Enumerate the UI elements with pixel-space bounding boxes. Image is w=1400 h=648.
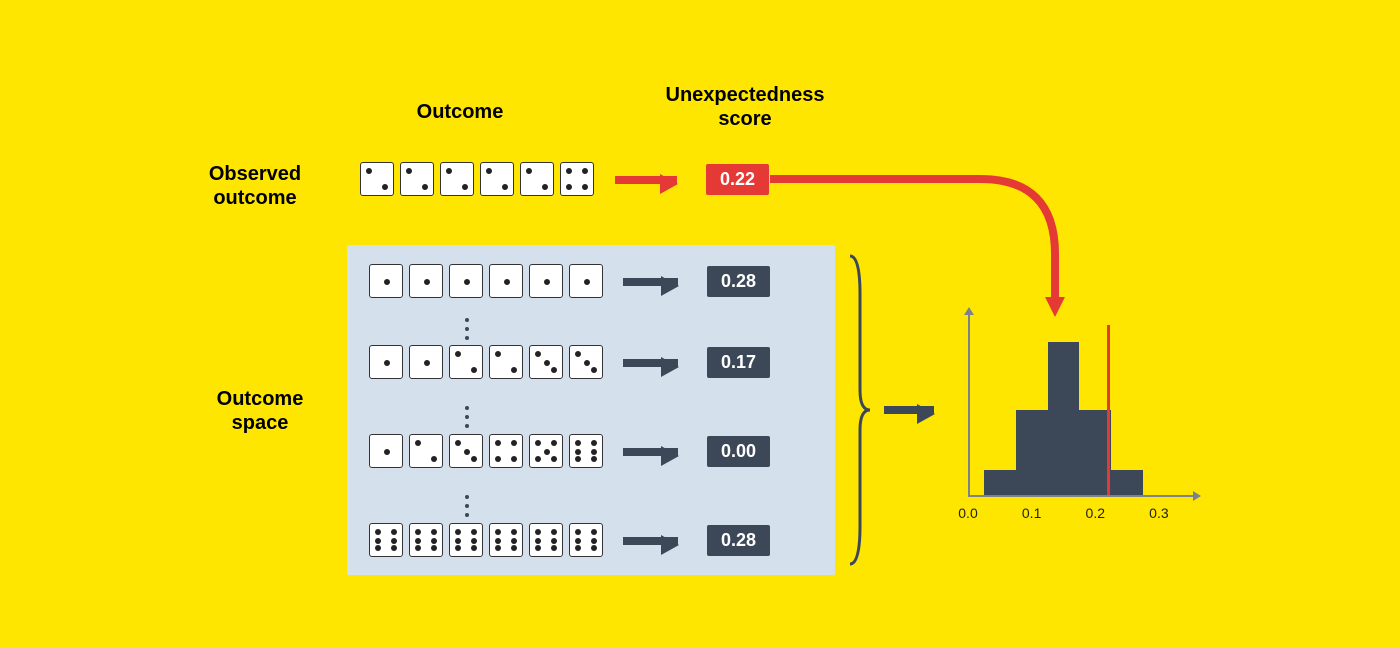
arrow-row-to-score (623, 278, 678, 286)
space-text-1: Outcome (217, 388, 304, 410)
die-1 (409, 345, 443, 379)
die-3 (569, 345, 603, 379)
die-2 (489, 345, 523, 379)
histogram-bar (1016, 410, 1048, 495)
histogram-bar (984, 470, 1016, 496)
space-text-2: space (232, 412, 289, 434)
die-1 (529, 264, 563, 298)
outcome-space-dice-row (369, 523, 603, 557)
die-6 (449, 523, 483, 557)
arrow-row-to-score (623, 359, 678, 367)
vertical-ellipsis-icon (465, 495, 469, 517)
arrow-space-to-histogram (884, 406, 934, 414)
observed-score: 0.22 (706, 164, 769, 195)
unexpectedness-text-2: score (718, 108, 771, 130)
die-6 (569, 434, 603, 468)
histogram-x-tick: 0.0 (958, 505, 977, 521)
die-2 (409, 434, 443, 468)
die-6 (569, 523, 603, 557)
observed-dice-row (360, 162, 594, 196)
die-2 (449, 345, 483, 379)
die-2 (360, 162, 394, 196)
outcome-space-dice-row (369, 345, 603, 379)
die-1 (449, 264, 483, 298)
arrow-row-to-score (623, 448, 678, 456)
die-3 (449, 434, 483, 468)
die-4 (489, 434, 523, 468)
die-1 (369, 264, 403, 298)
observed-marker-line (1107, 325, 1110, 495)
observed-text-2: outcome (213, 187, 296, 209)
histogram-x-axis (968, 495, 1193, 497)
die-1 (569, 264, 603, 298)
histogram-y-axis (968, 315, 970, 495)
die-2 (400, 162, 434, 196)
die-1 (369, 434, 403, 468)
histogram-bar (1048, 342, 1080, 495)
outcome-space-score: 0.28 (707, 266, 770, 297)
vertical-ellipsis-icon (465, 406, 469, 428)
die-6 (529, 523, 563, 557)
arrow-row-to-score (623, 537, 678, 545)
observed-text-1: Observed (209, 163, 301, 185)
histogram-x-tick: 0.2 (1086, 505, 1105, 521)
die-1 (369, 345, 403, 379)
brace-icon (848, 254, 870, 566)
outcome-header: Outcome (370, 100, 550, 124)
unexpectedness-text-1: Unexpectedness (666, 84, 825, 106)
histogram-x-tick: 0.3 (1149, 505, 1168, 521)
die-3 (529, 345, 563, 379)
outcome-space-dice-row (369, 434, 603, 468)
outcome-space-score: 0.00 (707, 436, 770, 467)
outcome-space-score: 0.28 (707, 525, 770, 556)
histogram: 0.00.10.20.3 (950, 315, 1198, 515)
die-5 (529, 434, 563, 468)
die-2 (480, 162, 514, 196)
die-2 (440, 162, 474, 196)
die-4 (560, 162, 594, 196)
histogram-bar (1111, 470, 1143, 496)
histogram-x-tick: 0.1 (1022, 505, 1041, 521)
die-1 (489, 264, 523, 298)
die-6 (489, 523, 523, 557)
arrow-observed-to-score (615, 176, 677, 184)
die-6 (409, 523, 443, 557)
outcome-space-dice-row (369, 264, 603, 298)
unexpectedness-header: Unexpectedness score (645, 83, 845, 131)
die-6 (369, 523, 403, 557)
die-1 (409, 264, 443, 298)
outcome-space-score: 0.17 (707, 347, 770, 378)
observed-outcome-label: Observed outcome (185, 162, 325, 210)
die-2 (520, 162, 554, 196)
outcome-space-label: Outcome space (195, 387, 325, 435)
vertical-ellipsis-icon (465, 318, 469, 340)
